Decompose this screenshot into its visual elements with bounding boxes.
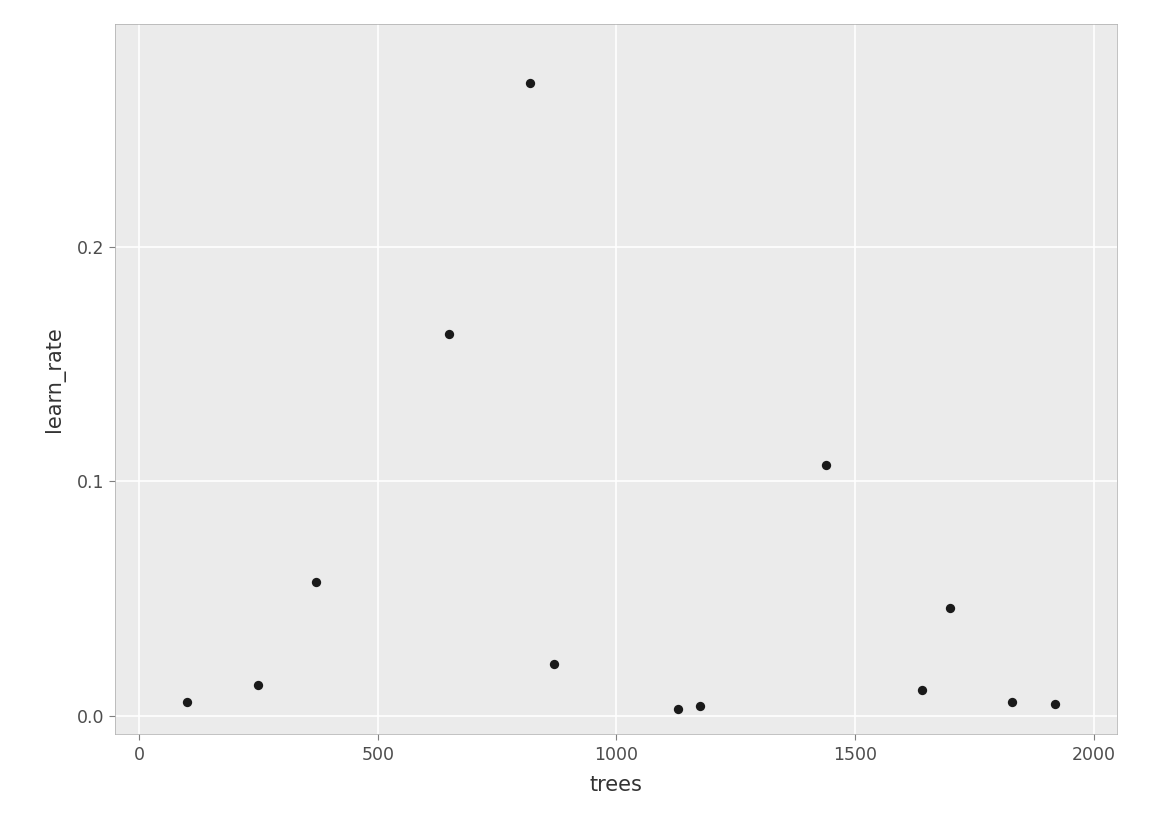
Point <box>1046 698 1064 711</box>
Point <box>440 327 458 340</box>
Point <box>177 695 196 708</box>
Point <box>1003 695 1022 708</box>
Point <box>691 700 710 713</box>
Point <box>306 575 325 588</box>
Point <box>545 658 563 671</box>
Y-axis label: learn_rate: learn_rate <box>45 326 66 432</box>
Point <box>249 679 267 692</box>
Point <box>941 601 960 614</box>
Point <box>912 683 931 696</box>
Point <box>817 459 835 472</box>
Point <box>669 702 688 715</box>
X-axis label: trees: trees <box>590 774 643 795</box>
Point <box>521 77 539 90</box>
